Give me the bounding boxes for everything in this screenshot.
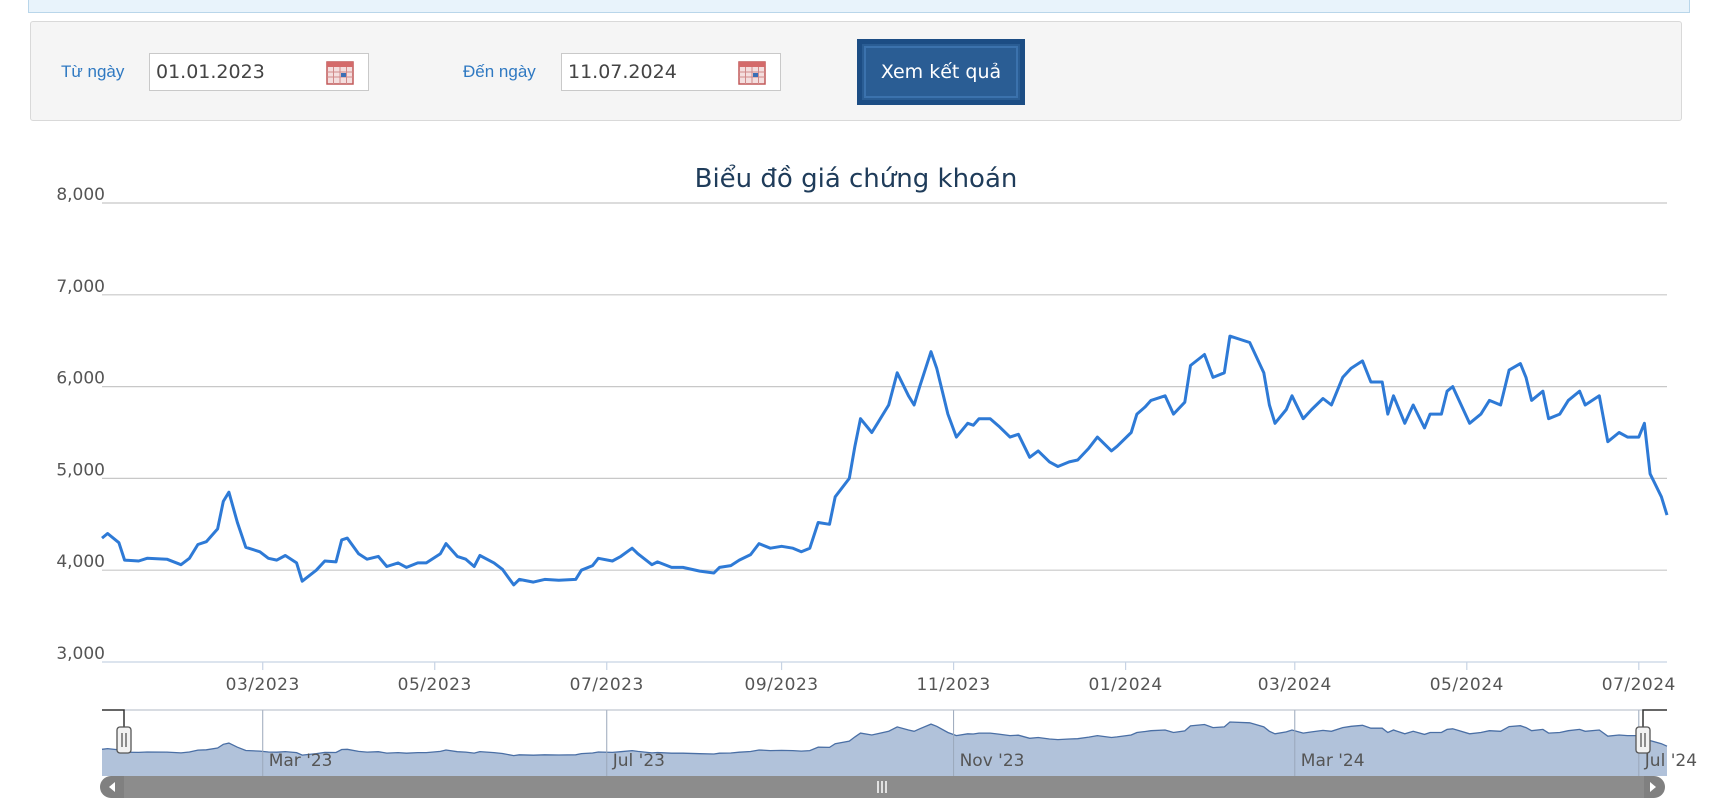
x-tick-label: 07/2024 bbox=[1602, 675, 1676, 695]
x-tick-label: 01/2024 bbox=[1089, 675, 1163, 695]
date-filter-panel: Từ ngày Đến ngày Xem kết quả bbox=[30, 21, 1682, 121]
from-date-label: Từ ngày bbox=[61, 62, 125, 81]
x-tick-label: 05/2024 bbox=[1430, 675, 1504, 695]
x-tick-label: 05/2023 bbox=[398, 675, 472, 695]
x-tick-label: 03/2023 bbox=[226, 675, 300, 695]
y-axis-ticks: 3,000 4,000 5,000 6,000 7,000 8,000 bbox=[56, 185, 105, 664]
scroll-right-arrow-icon[interactable] bbox=[1650, 782, 1656, 792]
navigator-area bbox=[102, 722, 1667, 776]
y-tick-label: 3,000 bbox=[56, 644, 105, 664]
y-tick-label: 8,000 bbox=[56, 185, 105, 205]
navigator-left-handle[interactable] bbox=[116, 726, 132, 754]
top-info-strip bbox=[28, 0, 1690, 13]
scrollbar[interactable] bbox=[100, 776, 1665, 798]
navigator-left-bracket bbox=[102, 709, 125, 732]
navigator-line bbox=[101, 721, 1668, 757]
from-date-field[interactable] bbox=[149, 53, 369, 91]
price-series-line bbox=[101, 334, 1669, 587]
to-date-field[interactable] bbox=[561, 53, 781, 91]
navigator-tick-label: Nov '23 bbox=[960, 751, 1025, 771]
chart-title: Biểu đồ giá chứng khoán bbox=[695, 163, 1018, 194]
y-tick-label: 6,000 bbox=[56, 369, 105, 389]
scrollbar-grip-icon bbox=[877, 781, 887, 793]
y-tick-label: 4,000 bbox=[56, 552, 105, 572]
navigator[interactable]: Mar '23 Jul '23 Nov '23 Mar '24 Jul '24 bbox=[101, 709, 1697, 776]
y-tick-label: 5,000 bbox=[56, 460, 105, 480]
navigator-right-bracket bbox=[1642, 709, 1667, 732]
navigator-tick-label: Jul '24 bbox=[1644, 751, 1697, 771]
scroll-left-arrow-icon[interactable] bbox=[109, 782, 115, 792]
navigator-tick-label: Mar '23 bbox=[269, 751, 333, 771]
x-axis-ticks: 03/2023 05/2023 07/2023 09/2023 11/2023 01/20… bbox=[226, 662, 1676, 695]
grid-lines bbox=[102, 202, 1667, 663]
navigator-tick-label: Jul '23 bbox=[612, 751, 665, 771]
x-tick-label: 07/2023 bbox=[570, 675, 644, 695]
x-tick-label: 11/2023 bbox=[917, 675, 991, 695]
calendar-icon[interactable] bbox=[738, 60, 766, 85]
to-date-label: Đến ngày bbox=[463, 62, 536, 81]
navigator-right-handle[interactable] bbox=[1635, 726, 1651, 754]
to-date-input[interactable] bbox=[568, 59, 728, 85]
navigator-tick-label: Mar '24 bbox=[1301, 751, 1365, 771]
y-tick-label: 7,000 bbox=[56, 277, 105, 297]
stock-price-chart: Biểu đồ giá chứng khoán 3,000 4,000 5,000 6… bbox=[56, 163, 1697, 798]
x-tick-label: 03/2024 bbox=[1258, 675, 1332, 695]
scrollbar-thumb[interactable] bbox=[124, 776, 1644, 798]
view-results-button[interactable]: Xem kết quả bbox=[857, 39, 1025, 105]
x-tick-label: 09/2023 bbox=[745, 675, 819, 695]
navigator-ticks: Mar '23 Jul '23 Nov '23 Mar '24 Jul '24 bbox=[262, 710, 1697, 776]
calendar-icon[interactable] bbox=[326, 60, 354, 85]
from-date-input[interactable] bbox=[156, 59, 316, 85]
